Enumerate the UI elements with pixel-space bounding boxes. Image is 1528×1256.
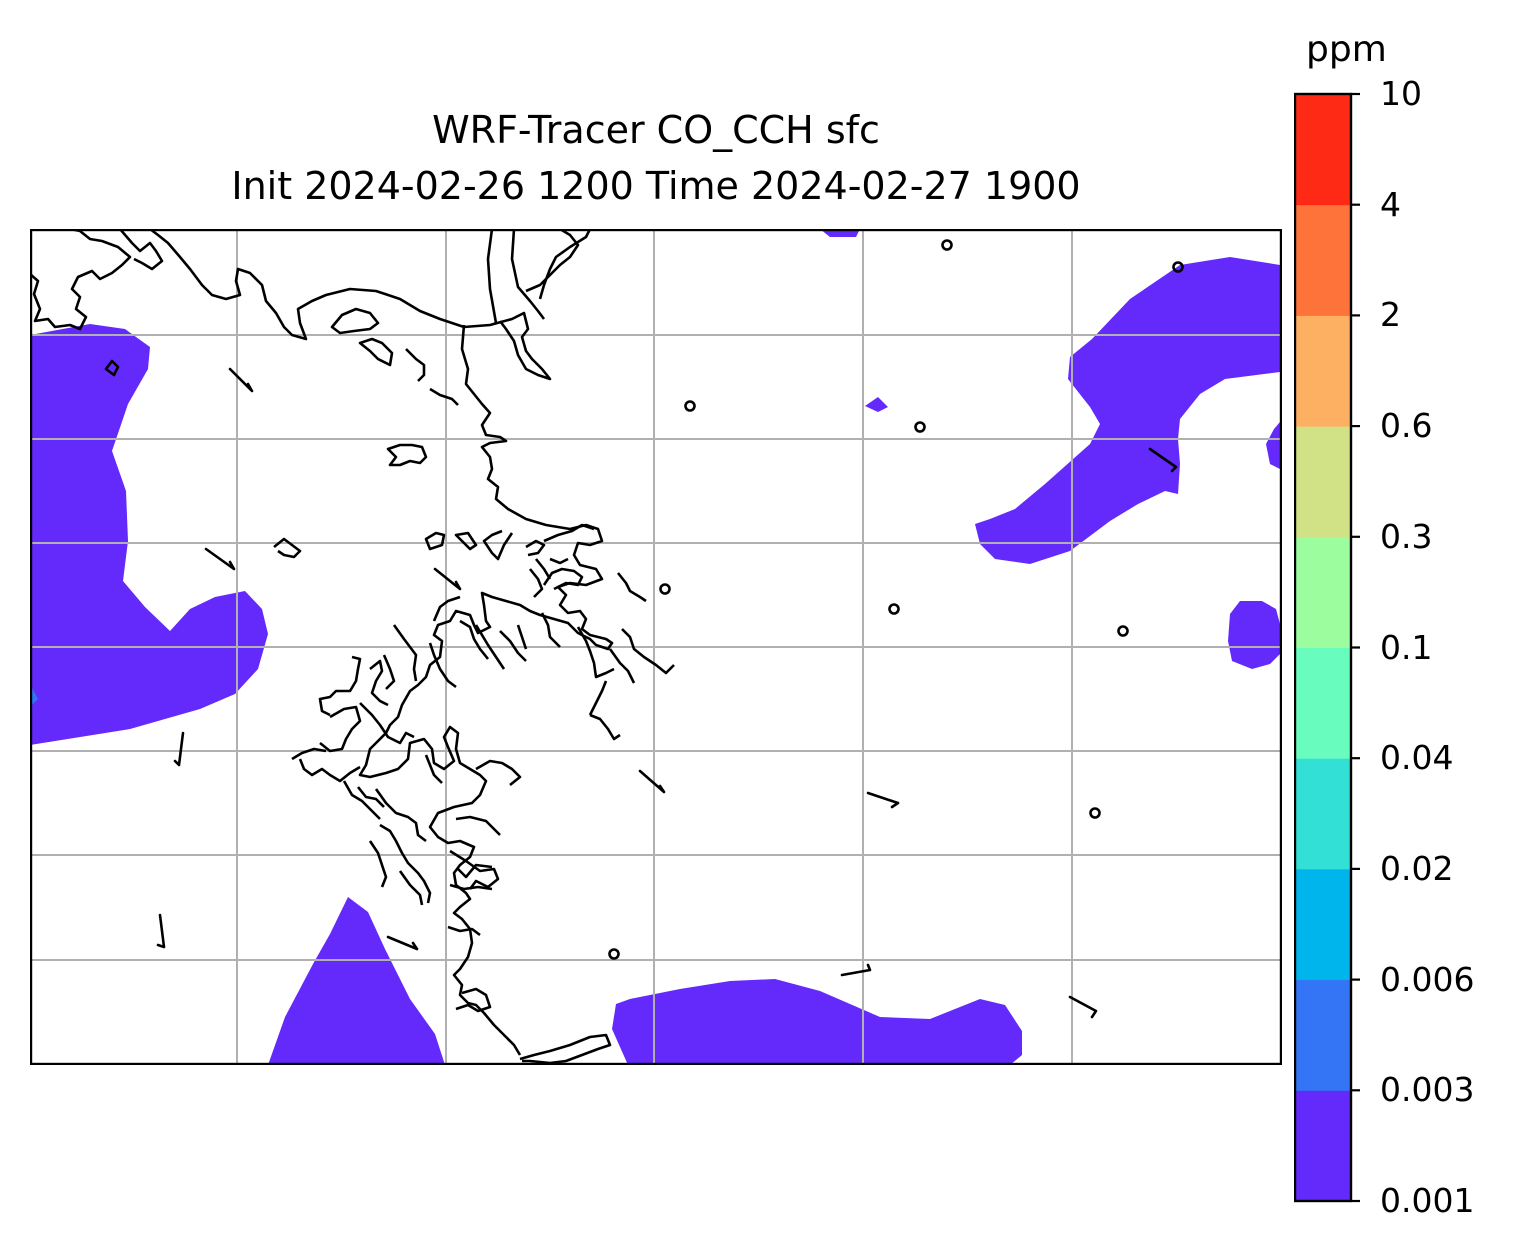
wind-barb [228, 367, 254, 393]
wind-barb [638, 769, 666, 794]
colorbar-tick-label: 0.04 [1380, 738, 1454, 778]
plot-title-line1: WRF-Tracer CO_CCH sfc [432, 108, 880, 152]
colorbar-bin [1295, 647, 1351, 759]
colorbar-bin [1295, 315, 1351, 427]
tracer-plume-east-edge [1266, 422, 1280, 469]
colorbar-unit-label: ppm [1306, 29, 1387, 70]
colorbar-bin [1295, 536, 1351, 648]
wind-barb [156, 913, 166, 949]
wind-barb [840, 963, 872, 977]
colorbar-tick-label: 0.001 [1380, 1181, 1475, 1220]
colorbar-tick-label: 4 [1380, 184, 1401, 224]
colorbar-bin [1295, 426, 1351, 538]
wind-barb [1148, 447, 1178, 473]
colorbar-bin [1295, 979, 1351, 1091]
wind-barb [204, 547, 236, 571]
map-frame [30, 229, 1282, 1065]
calm-wind-marker [888, 603, 900, 615]
colorbar-bin [1295, 204, 1351, 316]
colorbar-tick-label: 0.3 [1380, 516, 1433, 556]
gridlines [30, 229, 1282, 1065]
colorbar-tick-label: 0.1 [1380, 627, 1433, 667]
tracer-plume-small [865, 397, 888, 412]
calm-wind-marker [914, 421, 926, 433]
tracer-plume-east-blob [1228, 601, 1280, 669]
tracer-plume-west [30, 279, 268, 745]
map-panel [30, 229, 1282, 1065]
wind-barbs [156, 367, 1178, 1019]
calm-wind-marker [659, 583, 671, 595]
colorbar-tick-label: 0.006 [1380, 959, 1475, 999]
colorbar-bin [1295, 1090, 1351, 1202]
colorbar-bin [1295, 94, 1351, 206]
colorbar-bin [1295, 758, 1351, 870]
colorbar-tick-label: 2 [1380, 295, 1401, 335]
calm-wind-marker [608, 948, 620, 960]
wind-barb [866, 791, 900, 809]
colorbar-tick-label: 0.6 [1380, 406, 1433, 446]
calm-wind-markers [608, 239, 1184, 960]
calm-wind-marker [1089, 807, 1101, 819]
tracer-plume-northeast [975, 257, 1280, 564]
calm-wind-marker [941, 239, 953, 251]
plot-title-line2: Init 2024-02-26 1200 Time 2024-02-27 190… [231, 164, 1081, 208]
wind-barb [433, 567, 462, 591]
colorbar-tick-label: 10 [1380, 74, 1422, 113]
calm-wind-marker [1117, 625, 1129, 637]
coastlines [30, 229, 675, 1065]
calm-wind-marker [1172, 261, 1184, 273]
wind-barb [173, 731, 185, 767]
colorbar [1294, 92, 1360, 1203]
calm-wind-marker [684, 400, 696, 412]
wind-barb [386, 935, 419, 951]
colorbar-bin [1295, 868, 1351, 981]
tracer-plume-south [268, 897, 445, 1065]
colorbar-tick-label: 0.003 [1380, 1070, 1475, 1110]
tracer-plume-southeast [612, 979, 1022, 1065]
colorbar-tick-label: 0.02 [1380, 848, 1454, 888]
wind-barb [1068, 995, 1098, 1019]
tracer-fill-layer [30, 229, 1280, 1065]
